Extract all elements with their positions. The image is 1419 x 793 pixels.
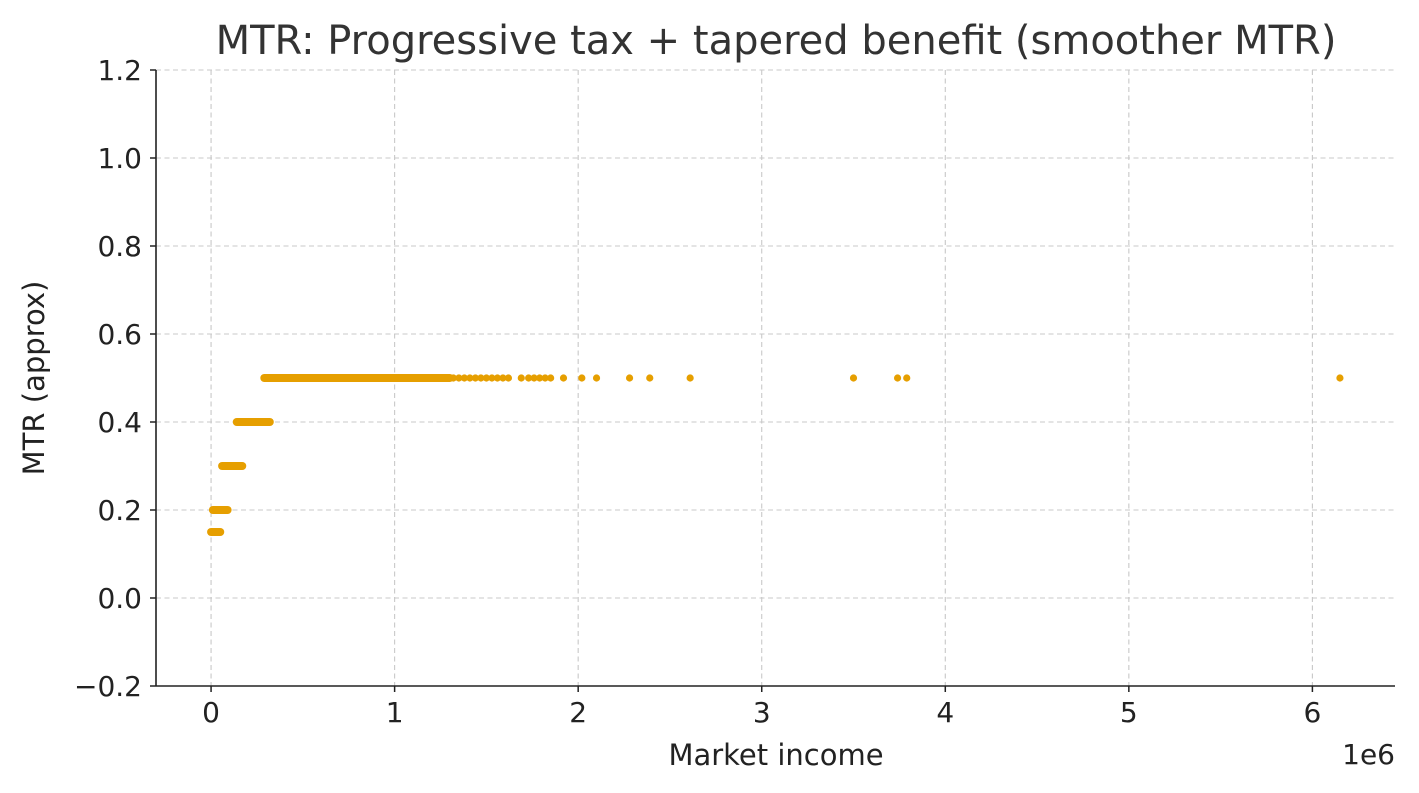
x-tick-label: 4 (936, 696, 954, 729)
x-tick-label: 5 (1120, 696, 1138, 729)
y-tick-label: 0.2 (97, 494, 142, 527)
data-point (578, 374, 586, 382)
data-point (517, 374, 525, 382)
data-point (547, 374, 555, 382)
data-point (592, 374, 601, 382)
data-point (455, 374, 463, 382)
y-tick-label: 1.2 (97, 54, 142, 87)
data-point (541, 374, 549, 382)
x-axis-label: Market income (668, 738, 883, 772)
data-point (530, 374, 538, 382)
data-point (466, 374, 474, 382)
data-point (525, 374, 533, 382)
data-point (460, 374, 468, 382)
data-point (504, 374, 513, 382)
data-point (849, 374, 858, 382)
grid (156, 69, 1395, 687)
data-point (493, 374, 502, 382)
y-tick-label: 0.0 (97, 582, 142, 615)
y-tick-label: 0.8 (97, 230, 142, 263)
x-tick-label: 2 (569, 696, 587, 729)
data-point (1336, 374, 1344, 382)
data-point (471, 374, 479, 382)
data-point (559, 374, 568, 382)
data-point (536, 374, 544, 382)
y-tick-label: 0.4 (97, 406, 142, 439)
axes (150, 69, 1395, 692)
data-point (625, 374, 634, 382)
data-point (449, 374, 457, 382)
x-axis-offset-label: 1e6 (1342, 738, 1395, 771)
chart-title: MTR: Progressive tax + tapered benefit (… (216, 18, 1337, 64)
data-point (482, 374, 490, 382)
data-point (646, 374, 654, 382)
tick-labels: 0 1 2 3 4 5 6 −0.2 0.0 0.2 0.4 0.6 0.8 1.0 1.2 (74, 54, 1321, 729)
data-point (488, 374, 496, 382)
y-tick-label: 1.0 (97, 142, 142, 175)
x-tick-label: 6 (1303, 696, 1321, 729)
data-point (893, 374, 902, 382)
y-axis-label: MTR (approx) (17, 281, 51, 476)
data-point (686, 374, 694, 382)
data-point (477, 374, 485, 382)
y-tick-label: −0.2 (74, 670, 142, 703)
data-series (207, 374, 1344, 536)
x-tick-label: 3 (753, 696, 771, 729)
x-tick-label: 1 (386, 696, 404, 729)
x-tick-label: 0 (202, 696, 220, 729)
y-tick-label: 0.6 (97, 318, 142, 351)
data-point (499, 374, 507, 382)
data-point (903, 374, 911, 382)
